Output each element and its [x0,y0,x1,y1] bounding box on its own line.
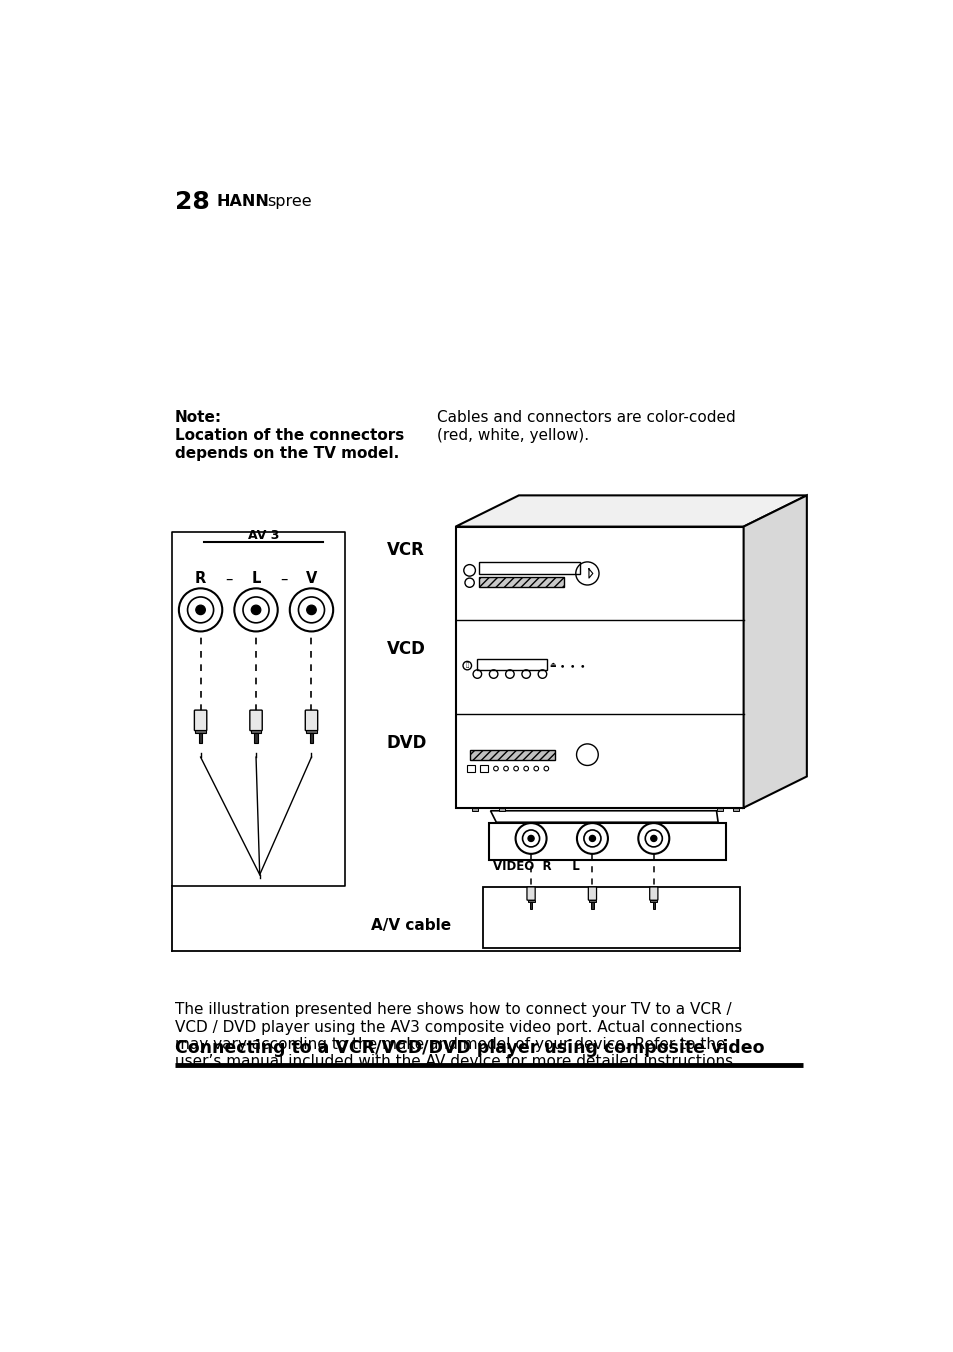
Text: –: – [225,572,233,587]
Bar [310,733,313,744]
Bar [650,899,657,902]
Bar [717,807,722,811]
Circle shape [650,836,657,841]
Bar [456,527,742,807]
Text: depends on the TV model.: depends on the TV model. [174,446,398,461]
Circle shape [195,606,205,615]
Polygon shape [456,495,806,527]
Text: VCR: VCR [387,541,424,558]
Text: L: L [251,572,260,587]
Bar [472,807,477,811]
Text: –: – [280,572,288,587]
Bar [469,750,555,760]
Text: HANN: HANN [216,195,270,210]
Text: VCD / DVD player using the AV3 composite video port. Actual connections: VCD / DVD player using the AV3 composite… [174,1019,741,1034]
Circle shape [560,665,563,668]
Text: The illustration presented here shows how to connect your TV to a VCR /: The illustration presented here shows ho… [174,1002,731,1017]
Text: ⏻: ⏻ [465,662,469,668]
Text: user’s manual included with the AV device for more detailed instructions.: user’s manual included with the AV devic… [174,1055,737,1069]
Bar [652,902,655,909]
Text: Cables and connectors are color-coded: Cables and connectors are color-coded [436,410,735,425]
Bar [482,887,740,948]
Circle shape [589,836,595,841]
Bar [591,902,593,909]
Bar [529,902,532,909]
Bar [488,823,724,860]
Bar [476,660,546,671]
Bar [588,899,596,902]
Polygon shape [490,811,718,822]
Bar [478,562,579,575]
Text: VIDEO  R     L: VIDEO R L [492,860,578,873]
Text: Note:: Note: [174,410,222,425]
Bar [306,730,316,733]
Bar [254,733,257,744]
Circle shape [580,665,583,668]
FancyBboxPatch shape [588,887,596,900]
Bar [527,899,534,902]
FancyBboxPatch shape [194,710,207,730]
Text: DVD: DVD [387,734,427,752]
Text: VCD: VCD [387,641,425,658]
Bar [478,577,563,587]
Bar [199,733,202,744]
Bar [732,807,739,811]
Text: AV 3: AV 3 [248,529,279,542]
FancyBboxPatch shape [649,887,658,900]
Text: 28: 28 [174,189,210,214]
Circle shape [571,665,574,668]
Polygon shape [742,495,806,807]
FancyBboxPatch shape [250,710,262,730]
FancyBboxPatch shape [305,710,317,730]
Bar [467,765,475,772]
Bar [498,807,505,811]
Text: Location of the connectors: Location of the connectors [174,429,403,443]
Bar [480,765,488,772]
Text: Connecting to a VCR/VCD/DVD player using composite video: Connecting to a VCR/VCD/DVD player using… [174,1038,763,1057]
Text: (red, white, yellow).: (red, white, yellow). [436,429,589,443]
FancyBboxPatch shape [526,887,535,900]
Text: may vary according to the make and model of your device. Refer to the: may vary according to the make and model… [174,1037,724,1052]
Text: A/V cable: A/V cable [370,918,450,933]
Text: R: R [194,572,206,587]
Bar [172,531,344,886]
Bar [251,730,261,733]
Text: V: V [306,572,316,587]
Circle shape [251,606,260,615]
Text: spree: spree [267,195,312,210]
Circle shape [306,606,316,615]
Text: ⏏: ⏏ [549,662,556,668]
Bar [195,730,206,733]
Circle shape [527,836,534,841]
